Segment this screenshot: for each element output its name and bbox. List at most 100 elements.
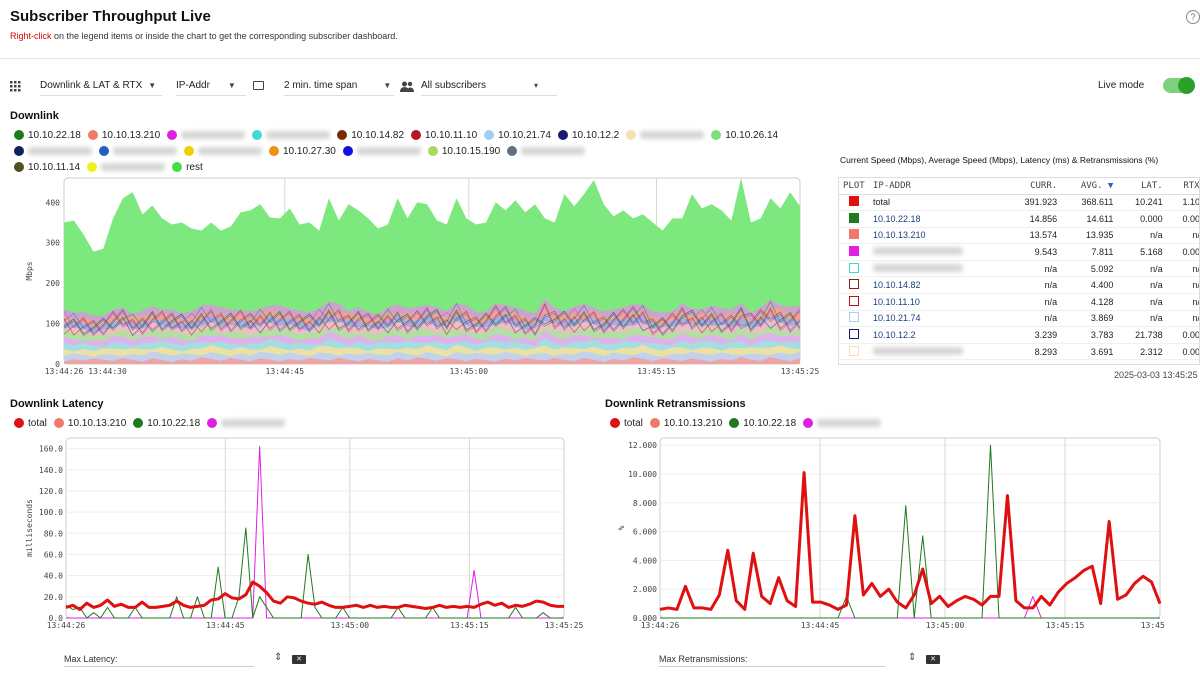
max-rtx-label: Max Retransmissions: [659, 654, 748, 664]
stepper-icon[interactable]: ⇕ [908, 652, 917, 663]
rtx-chart[interactable]: 0.000 2.000 4.000 6.000 8.000 10.000 12.000% 13… [610, 432, 1165, 642]
legend-item[interactable] [803, 415, 882, 431]
legend-item[interactable] [626, 127, 705, 143]
max-rtx-input[interactable] [659, 666, 885, 667]
max-latency-input[interactable] [64, 666, 254, 667]
legend-swatch [14, 146, 24, 156]
cell-rtx: n/a [1166, 227, 1199, 245]
legend-item[interactable]: 10.10.21.74 [484, 127, 551, 143]
plot-checkbox[interactable] [849, 312, 859, 323]
legend-item[interactable]: 10.10.13.210 [649, 415, 722, 431]
x-tick-label: 13:45:15 [637, 367, 676, 376]
legend-item[interactable]: 10.10.13.210 [53, 415, 126, 431]
legend-item[interactable] [14, 143, 92, 159]
legend-item[interactable]: 10.10.11.10 [411, 127, 477, 143]
plot-checkbox[interactable] [849, 345, 859, 356]
redacted-label [640, 131, 705, 139]
plot-checkbox[interactable] [849, 262, 859, 273]
key-select[interactable]: IP-Addr ▼ [176, 76, 246, 96]
ip-cell[interactable] [869, 343, 1005, 361]
x-tick-label: 13:44:26 [641, 621, 680, 630]
downlink-chart[interactable]: 0 100 200 300 400 Mbps 13:44:26 13:44:30 13:44:4… [20, 170, 825, 385]
downlink-title: Downlink [10, 110, 59, 122]
timespan-select[interactable]: 2 min. time span ▼ [284, 76, 394, 96]
subscribers-select[interactable]: All subscribers ▾ [421, 76, 557, 96]
column-header[interactable]: RTX. [1166, 178, 1199, 195]
legend-item[interactable] [507, 143, 586, 159]
column-header[interactable]: CURR. [1004, 178, 1062, 195]
plot-checkbox[interactable] [849, 329, 859, 340]
redacted-label [221, 419, 286, 427]
legend-item[interactable] [184, 143, 262, 159]
column-header[interactable]: AVG. ▼ [1061, 178, 1118, 195]
y-tick-label: 160.0 [39, 445, 63, 454]
ip-cell[interactable]: 10.10.13.210 [869, 227, 1005, 245]
legend-item[interactable]: total [610, 415, 643, 431]
live-mode-toggle-knob[interactable] [1178, 77, 1195, 94]
x-tick-label: 13:44:26 [45, 367, 84, 376]
legend-item[interactable]: 10.10.26.14 [711, 127, 778, 143]
plot-checkbox[interactable] [849, 212, 859, 223]
metric-select[interactable]: Downlink & LAT & RTX ▼ [40, 76, 162, 96]
ip-cell[interactable] [869, 260, 1005, 278]
legend-item[interactable]: 10.10.27.30 [269, 143, 336, 159]
legend-item[interactable]: 10.10.12.2 [557, 127, 619, 143]
series-line [63, 302, 801, 337]
cell-lat: 5.168 [1117, 243, 1167, 261]
plot-checkbox[interactable] [849, 246, 859, 257]
plot-checkbox[interactable] [849, 279, 859, 290]
ip-cell[interactable]: 10.10.11.10 [869, 293, 1005, 311]
column-header[interactable]: IP-ADDR [869, 178, 1005, 195]
help-icon[interactable]: ? [1186, 10, 1200, 24]
legend-item[interactable]: 10.10.14.82 [337, 127, 404, 143]
legend-item[interactable] [167, 127, 246, 143]
downlink-legend: 10.10.22.18 10.10.13.210 10.10.14.82 10.10.… [14, 127, 814, 175]
ip-cell[interactable] [869, 243, 1005, 261]
column-header[interactable]: PLOT [839, 178, 869, 195]
legend-label: rest [186, 161, 203, 173]
y-tick-label: 100.0 [39, 508, 63, 517]
plot-checkbox[interactable] [849, 196, 859, 207]
ip-cell[interactable]: 10.10.12.2 [869, 326, 1005, 344]
legend-item[interactable] [342, 143, 421, 159]
cell-curr: 13.574 [1004, 227, 1062, 245]
legend-item[interactable]: rest [172, 159, 203, 175]
legend-item[interactable]: 10.10.11.14 [14, 159, 80, 175]
latency-chart[interactable]: 0.0 20.0 40.0 60.0 80.0 100.0 120.0 140.0 160.0 m… [20, 432, 595, 642]
ip-cell[interactable]: 10.10.21.74 [869, 310, 1005, 328]
legend-item[interactable] [252, 127, 331, 143]
legend-item[interactable]: 10.10.22.18 [14, 127, 81, 143]
legend-item[interactable] [87, 159, 166, 175]
legend-label: 10.10.11.10 [425, 129, 478, 141]
plot-checkbox[interactable] [849, 229, 859, 240]
legend-label: 10.10.11.14 [28, 161, 81, 173]
column-header[interactable]: LAT. [1117, 178, 1167, 195]
legend-item[interactable]: 10.10.13.210 [87, 127, 160, 143]
users-icon [400, 79, 414, 97]
plot-checkbox[interactable] [849, 295, 859, 306]
legend-item[interactable]: 10.10.22.18 [729, 415, 796, 431]
ip-cell[interactable]: 10.10.22.18 [869, 210, 1005, 228]
apps-grid-icon[interactable] [10, 79, 21, 92]
clear-icon[interactable]: ✕ [926, 655, 940, 664]
legend-item[interactable] [99, 143, 177, 159]
clear-icon[interactable]: ✕ [292, 655, 306, 664]
legend-swatch [342, 146, 353, 156]
ip-cell[interactable]: 10.10.14.82 [869, 276, 1005, 295]
legend-item[interactable]: 10.10.22.18 [133, 415, 200, 431]
stepper-icon[interactable]: ⇕ [274, 652, 283, 663]
legend-item[interactable]: total [14, 415, 47, 431]
legend-item[interactable] [207, 415, 286, 431]
legend-item[interactable]: 10.10.15.190 [427, 143, 500, 159]
ip-cell[interactable]: total [869, 194, 1005, 212]
